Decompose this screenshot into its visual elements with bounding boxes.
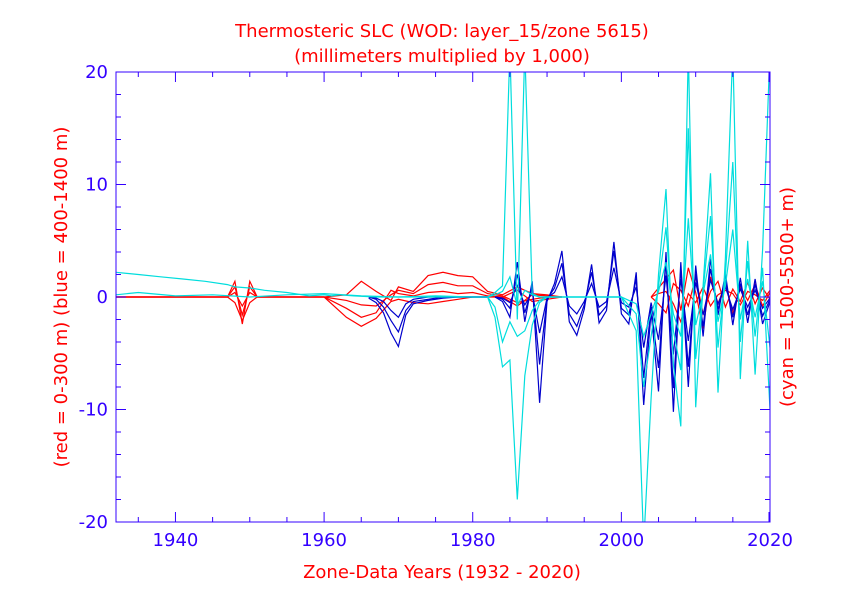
series-line-8 [368, 296, 488, 334]
x-tick-label-0: 1940 [153, 530, 199, 551]
y-tick-label-0: 20 [85, 62, 108, 83]
series-line-18 [487, 275, 562, 308]
x-axis-label: Zone-Data Years (1932 - 2020) [303, 562, 581, 583]
series-line-14 [116, 291, 488, 298]
series-line-11 [494, 250, 770, 389]
chart-title: Thermosteric SLC (WOD: layer_15/zone 561… [234, 21, 649, 42]
chart-subtitle: (millimeters multiplied by 1,000) [294, 46, 590, 67]
series-line-21 [561, 218, 770, 348]
series-line-3 [116, 294, 562, 327]
series-line-16 [487, 296, 562, 345]
y-axis-label-right: (cyan = 1500-5500+ m) [777, 187, 798, 407]
series-line-17 [487, 72, 562, 320]
x-tick-label-3: 2000 [598, 530, 644, 551]
y-tick-label-3: -10 [79, 400, 108, 421]
y-tick-label-1: 10 [85, 175, 108, 196]
x-tick-label-1: 1960 [301, 530, 347, 551]
y-axis-label-left: (red = 0-300 m) (blue = 400-1400 m) [51, 127, 72, 468]
x-tick-label-2: 1980 [450, 530, 496, 551]
series-line-15 [487, 296, 562, 500]
y-tick-label-4: -20 [79, 512, 108, 533]
y-tick-label-2: 0 [97, 287, 108, 308]
x-tick-label-4: 2020 [747, 530, 793, 551]
